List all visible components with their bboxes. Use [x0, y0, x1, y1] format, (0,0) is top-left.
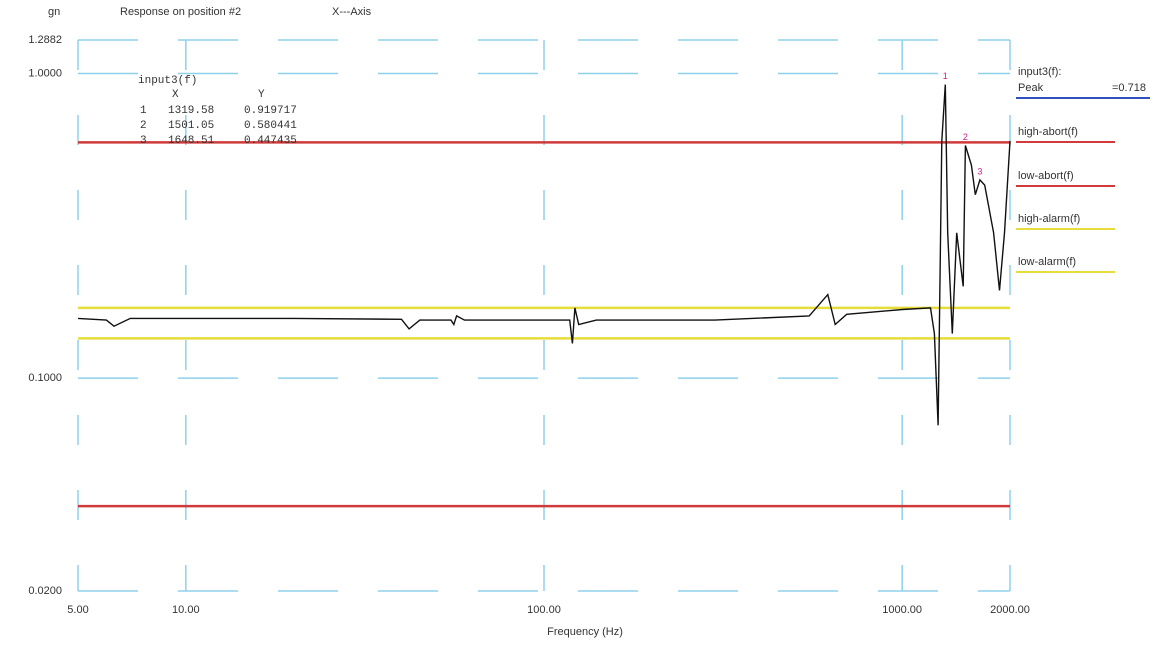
marker-table-cell: 0.447435 — [244, 135, 297, 147]
peak-marker: 1 — [943, 71, 948, 81]
y-tick-label: 0.0200 — [28, 585, 62, 597]
x-tick-label: 100.00 — [527, 604, 561, 616]
response-line — [77, 84, 1011, 426]
legend-label: high-abort(f) — [1018, 126, 1078, 138]
marker-table-title: input3(f) — [138, 75, 197, 87]
legend-label: high-alarm(f) — [1018, 213, 1080, 225]
peak-marker: 2 — [963, 132, 968, 142]
marker-table-cell: 1648.51 — [168, 135, 215, 147]
marker-table-cell: 1 — [140, 105, 147, 117]
y-tick-label: 1.0000 — [28, 67, 62, 79]
y-unit: gn — [48, 6, 60, 18]
legend-label: low-abort(f) — [1018, 170, 1074, 182]
marker-table-header: X — [172, 89, 179, 101]
marker-table-cell: 1319.58 — [168, 105, 214, 117]
legend-peak-value: =0.718 — [1112, 82, 1146, 94]
x-tick-label: 2000.00 — [990, 604, 1030, 616]
x-tick-label: 5.00 — [67, 604, 88, 616]
x-axis-label: Frequency (Hz) — [547, 626, 623, 638]
marker-table-cell: 1501.05 — [168, 120, 214, 132]
legend-peak-label: Peak — [1018, 82, 1044, 94]
marker-table-cell: 0.580441 — [244, 120, 297, 132]
marker-table-header: Y — [258, 89, 265, 101]
marker-table-cell: 2 — [140, 120, 147, 132]
y-tick-label: 1.2882 — [28, 34, 62, 46]
x-tick-label: 10.00 — [172, 604, 200, 616]
chart-title: Response on position #2 — [120, 6, 241, 18]
x-tick-label: 1000.00 — [882, 604, 922, 616]
marker-table-cell: 0.919717 — [244, 105, 297, 117]
legend-label: low-alarm(f) — [1018, 256, 1076, 268]
chart-subtitle: X---Axis — [332, 6, 372, 18]
marker-table-cell: 3 — [140, 135, 147, 147]
y-tick-label: 0.1000 — [28, 372, 62, 384]
peak-marker: 3 — [977, 166, 982, 176]
legend-label: input3(f): — [1018, 66, 1061, 78]
